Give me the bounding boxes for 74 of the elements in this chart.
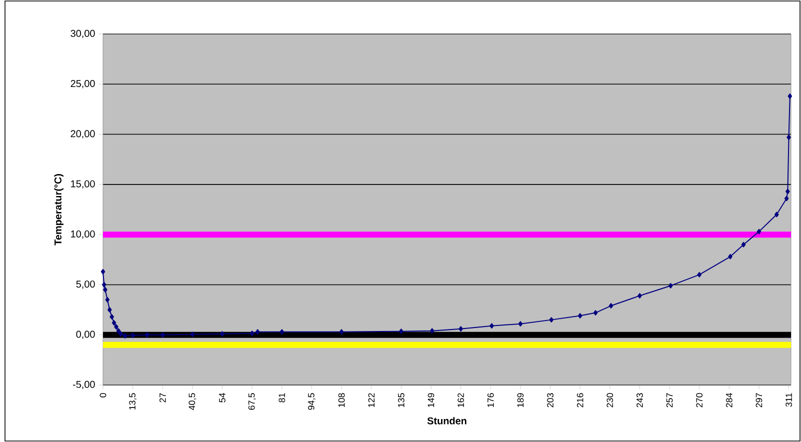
point: [130, 332, 135, 338]
y-tick-label: 20,00: [70, 130, 95, 138]
point: [786, 188, 790, 194]
y-tick-label: 5,00: [76, 280, 95, 289]
point: [518, 321, 523, 327]
x-tick-label: 81: [278, 393, 286, 402]
point: [399, 328, 404, 334]
x-tick-label: 162: [458, 393, 464, 408]
y-tick-label: 0,00: [76, 330, 95, 339]
x-tick-label: 149: [428, 393, 434, 408]
x-tick-label: 40,5: [188, 393, 196, 410]
y-tick-label: 10,00: [71, 230, 95, 239]
y-tick-label: 15,00: [71, 180, 95, 189]
x-tick-label: 270: [696, 393, 703, 408]
x-tick-label: 27: [160, 393, 166, 402]
point: [784, 196, 789, 202]
point: [105, 297, 110, 302]
point: [756, 228, 762, 234]
x-tick-label: 189: [517, 393, 524, 408]
point: [430, 328, 434, 334]
x-tick-label: 176: [487, 393, 494, 408]
x-tick-label: 108: [338, 393, 345, 408]
y-tick-label: 25,00: [70, 80, 95, 88]
x-tick-label: 203: [547, 393, 554, 408]
point: [458, 326, 463, 332]
y-tick-label: -5,00: [72, 380, 95, 390]
x-tick-label: 243: [636, 393, 643, 408]
point: [122, 333, 128, 339]
x-tick-label: 297: [756, 393, 762, 408]
x-tick-label: 311: [786, 393, 792, 407]
y-tick-label: 30,00: [70, 30, 95, 38]
x-tick-label: 135: [398, 393, 404, 408]
x-tick-label: 257: [666, 393, 673, 408]
point: [786, 134, 791, 140]
point: [697, 272, 702, 278]
x-tick-label: 284: [726, 393, 732, 408]
point: [114, 324, 118, 330]
x-tick-label: 94,5: [308, 393, 316, 410]
point: [107, 307, 112, 312]
point: [160, 332, 165, 338]
point: [490, 323, 494, 329]
point: [593, 310, 598, 316]
point: [728, 254, 732, 260]
point: [578, 313, 582, 318]
point: [549, 317, 554, 323]
x-tick-label: 67,5: [248, 393, 256, 410]
x-tick-label: 0: [100, 393, 106, 398]
x-tick-label: 122: [368, 393, 374, 408]
point: [339, 329, 344, 335]
point: [110, 314, 114, 320]
point: [112, 320, 116, 326]
point: [250, 330, 254, 336]
x-tick-label: 13,5: [129, 393, 137, 410]
point: [788, 93, 792, 99]
point: [741, 242, 746, 248]
point: [100, 268, 106, 274]
y-axis-title: Temperatur(°C): [54, 174, 64, 246]
point: [255, 329, 260, 335]
point: [190, 332, 195, 338]
point: [103, 287, 108, 292]
point: [668, 283, 673, 288]
x-tick-label: 54: [219, 393, 226, 402]
point: [116, 328, 121, 334]
x-axis-title: Stunden: [427, 417, 466, 424]
x-tick-label: 230: [606, 393, 614, 408]
point: [638, 293, 642, 298]
x-tick-label: 216: [576, 393, 584, 408]
point: [102, 282, 106, 288]
point: [774, 212, 779, 218]
point: [145, 332, 150, 338]
point: [118, 331, 123, 337]
point: [280, 329, 284, 335]
point: [220, 331, 224, 337]
point: [608, 303, 614, 308]
